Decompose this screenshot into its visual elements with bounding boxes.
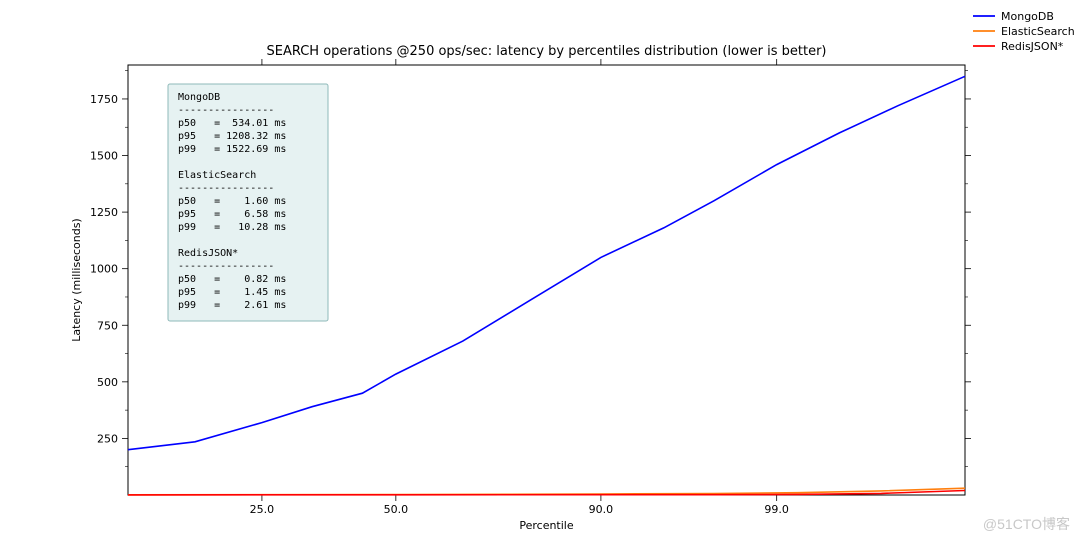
y-tick-label: 1250 [90,206,118,219]
y-tick-label: 1500 [90,150,118,163]
legend-label: ElasticSearch [1001,25,1075,38]
y-tick-label: 500 [97,376,118,389]
stat-box-line: ElasticSearch [178,170,256,181]
stat-box-line: RedisJSON* [178,248,238,259]
stat-box-line: p50 = 534.01 ms [178,118,286,129]
x-tick-label: 90.0 [589,503,614,516]
stat-box-line: p50 = 0.82 ms [178,274,286,285]
y-tick-label: 750 [97,319,118,332]
stat-box-line: p95 = 1208.32 ms [178,131,286,142]
chart-background [0,0,1080,540]
stat-box-line: p99 = 2.61 ms [178,300,286,311]
watermark-text: @51CTO博客 [983,514,1070,534]
stat-box-line: p99 = 10.28 ms [178,222,286,233]
latency-percentile-chart: 250 500 750 1000 1250 1500 1750 25.0 50.0 90.0 99.… [0,0,1080,540]
stat-box-line: ---------------- [178,105,274,116]
x-tick-label: 25.0 [250,503,275,516]
stat-box-line: ---------------- [178,183,274,194]
x-tick-label: 50.0 [384,503,409,516]
x-axis-label: Percentile [519,519,574,532]
stat-box-line: p95 = 1.45 ms [178,287,286,298]
x-tick-label: 99.0 [764,503,789,516]
y-tick-label: 1000 [90,263,118,276]
legend-label: MongoDB [1001,10,1054,23]
y-tick-label: 1750 [90,93,118,106]
y-axis-label: Latency (milliseconds) [70,218,83,341]
stat-box-line: p95 = 6.58 ms [178,209,286,220]
stat-box-line: p99 = 1522.69 ms [178,144,286,155]
legend-label: RedisJSON* [1001,40,1064,53]
stat-box-line: ---------------- [178,261,274,272]
chart-title: SEARCH operations @250 ops/sec: latency … [266,44,826,59]
stat-box-line: MongoDB [178,92,220,103]
stat-box-line: p50 = 1.60 ms [178,196,286,207]
y-tick-label: 250 [97,432,118,445]
